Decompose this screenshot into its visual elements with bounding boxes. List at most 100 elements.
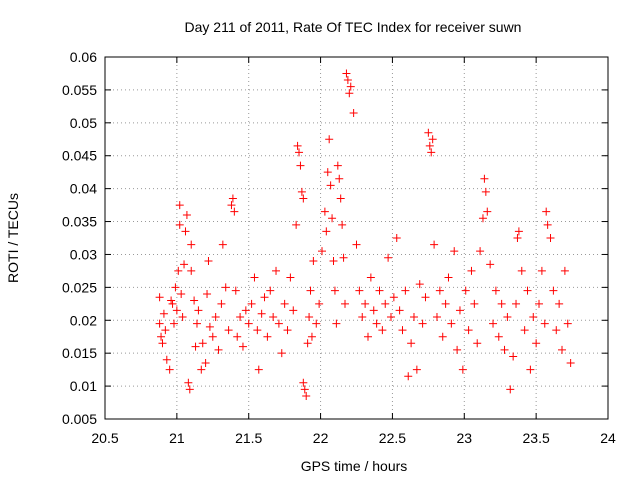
data-point-marker [168, 299, 177, 308]
data-point-marker [300, 385, 309, 394]
data-point-marker [342, 69, 351, 78]
data-point-marker [509, 352, 518, 361]
data-point-marker [175, 201, 184, 210]
data-point-marker [526, 365, 535, 374]
data-point-marker [303, 339, 312, 348]
data-point-marker [555, 299, 564, 308]
data-point-marker [386, 312, 395, 321]
data-point-marker [345, 89, 354, 98]
data-point-marker [418, 319, 427, 328]
data-point-marker [318, 247, 327, 256]
data-point-marker [375, 286, 384, 295]
data-point-marker [325, 135, 334, 144]
data-point-marker [543, 220, 552, 229]
data-point-marker [366, 273, 375, 282]
data-point-marker [306, 286, 315, 295]
data-point-marker [432, 312, 441, 321]
y-tick-label: 0.05 [70, 115, 97, 131]
data-point-marker [299, 378, 308, 387]
data-point-marker [274, 319, 283, 328]
y-tick-label: 0.015 [62, 345, 97, 361]
data-point-marker [238, 342, 247, 351]
data-point-marker [372, 319, 381, 328]
data-point-marker [517, 266, 526, 275]
data-point-marker [535, 299, 544, 308]
data-point-marker [283, 326, 292, 335]
data-point-marker [369, 306, 378, 315]
data-point-marker [155, 293, 164, 302]
data-point-marker [514, 227, 523, 236]
x-tick-label: 23 [456, 430, 472, 446]
y-tick-label: 0.055 [62, 82, 97, 98]
y-tick-label: 0.02 [70, 312, 97, 328]
data-point-marker [398, 326, 407, 335]
data-point-marker [480, 174, 489, 183]
data-point-marker [214, 345, 223, 354]
data-point-marker [483, 207, 492, 216]
data-point-marker [506, 385, 515, 394]
data-point-marker [159, 309, 168, 318]
data-point-marker [542, 207, 551, 216]
data-point-marker [412, 365, 421, 374]
data-point-marker [461, 286, 470, 295]
chart-title: Day 211 of 2011, Rate Of TEC Index for r… [185, 19, 522, 35]
data-point-marker [197, 365, 206, 374]
data-point-marker [178, 312, 187, 321]
data-point-marker [192, 319, 201, 328]
data-point-marker [401, 286, 410, 295]
y-tick-label: 0.025 [62, 279, 97, 295]
data-point-marker [560, 266, 569, 275]
data-point-marker [190, 296, 199, 305]
axis-ticks: 20.5 21 21.5 22 22.5 23 23.5 24 0.005 0.01 0.015 0.… [62, 49, 616, 446]
data-point-marker [552, 326, 561, 335]
data-point-marker [409, 312, 418, 321]
data-point-marker [453, 345, 462, 354]
data-point-marker [328, 214, 337, 223]
data-point-marker [430, 240, 439, 249]
data-point-marker [470, 299, 479, 308]
data-point-marker [421, 293, 430, 302]
data-point-marker [343, 76, 352, 85]
data-point-marker [322, 227, 331, 236]
data-point-marker [549, 286, 558, 295]
data-point-marker [286, 273, 295, 282]
data-point-marker [481, 187, 490, 196]
data-point-marker [478, 214, 487, 223]
data-point-marker [520, 326, 529, 335]
data-point-marker [491, 286, 500, 295]
data-point-marker [182, 210, 191, 219]
data-point-marker [503, 312, 512, 321]
data-point-marker [363, 332, 372, 341]
data-point-marker [450, 247, 459, 256]
y-tick-label: 0.035 [62, 214, 97, 230]
data-point-marker [326, 181, 335, 190]
data-point-marker [204, 257, 213, 266]
data-point-marker [289, 306, 298, 315]
data-point-marker [224, 326, 233, 335]
data-point-marker [338, 220, 347, 229]
data-point-marker [165, 365, 174, 374]
data-point-marker [198, 339, 207, 348]
data-point-marker [435, 286, 444, 295]
data-point-marker [228, 194, 237, 203]
data-point-marker [211, 312, 220, 321]
y-tick-label: 0.005 [62, 411, 97, 427]
data-point-marker [312, 319, 321, 328]
data-point-marker [407, 339, 416, 348]
data-point-marker [346, 82, 355, 91]
data-point-marker [187, 240, 196, 249]
data-point-marker [172, 306, 181, 315]
data-point-marker [191, 342, 200, 351]
data-point-marker [227, 201, 236, 210]
data-point-marker [302, 391, 311, 400]
y-tick-label: 0.03 [70, 246, 97, 262]
data-point-marker [236, 312, 245, 321]
data-point-marker [349, 108, 358, 117]
data-point-marker [233, 332, 242, 341]
data-point-marker [260, 293, 269, 302]
data-points [155, 69, 575, 400]
data-point-marker [272, 266, 281, 275]
data-point-marker [523, 286, 532, 295]
data-point-marker [392, 234, 401, 242]
